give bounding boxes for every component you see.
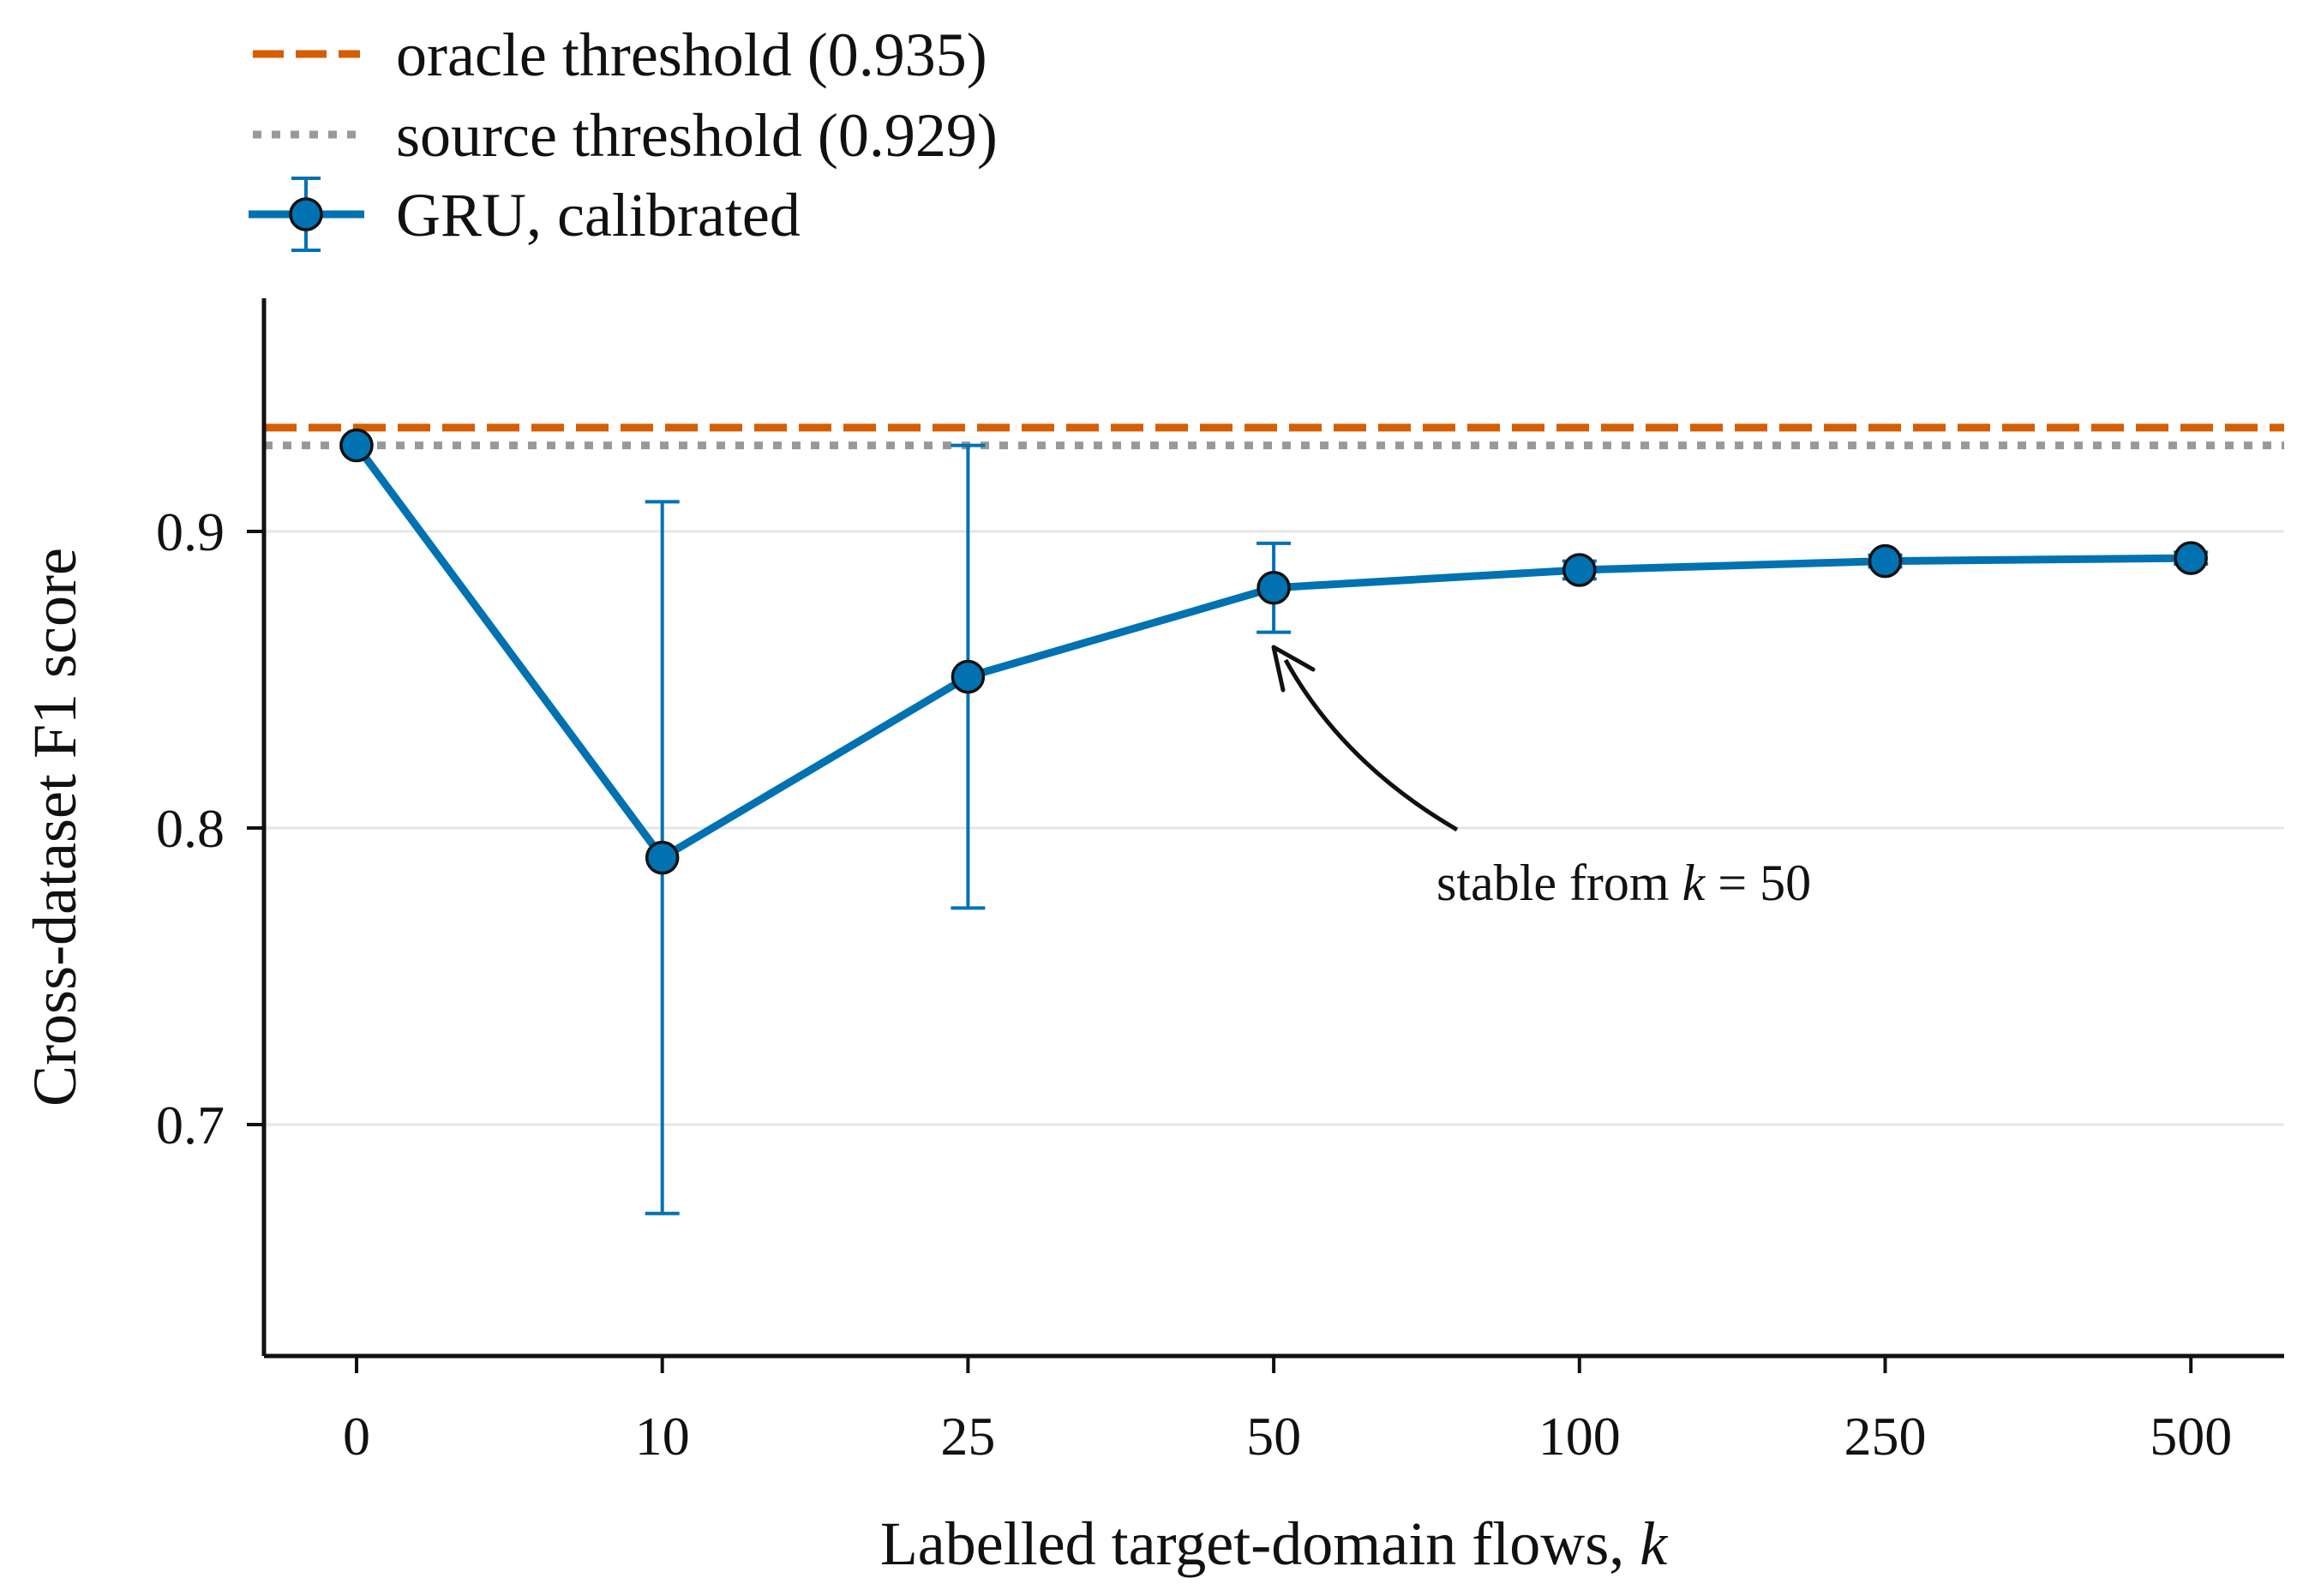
data-point-25 <box>951 659 986 694</box>
legend-oracle-label: oracle threshold (0.935) <box>396 21 987 89</box>
x-tick-label: 25 <box>940 1406 995 1467</box>
annotation-arrow <box>1283 658 1459 832</box>
legend-gru-label: GRU, calibrated <box>396 181 801 249</box>
data-point-500 <box>2174 541 2208 575</box>
x-tick-label: 250 <box>1844 1406 1927 1467</box>
legend-gru-swatch <box>249 177 364 252</box>
legend-source-label: source threshold (0.929) <box>396 101 998 170</box>
y-axis-label: Cross-dataset F1 score <box>21 548 89 1107</box>
x-tick-label: 500 <box>2150 1406 2232 1467</box>
data-point-0 <box>339 428 374 463</box>
series-group <box>339 428 2209 1215</box>
x-ticks: 0 10 25 50 100 250 500 <box>343 1356 2232 1467</box>
x-tick-label: 0 <box>343 1406 370 1467</box>
legend: oracle threshold (0.935) source threshol… <box>249 21 998 252</box>
data-point-10 <box>645 840 680 875</box>
x-axis-label: Labelled target-domain flows, k <box>880 1509 1669 1578</box>
gridlines <box>264 530 2284 1126</box>
x-tick-label: 50 <box>1246 1406 1301 1467</box>
data-point-250 <box>1868 543 1903 579</box>
x-tick-label: 100 <box>1538 1406 1621 1467</box>
x-tick-label: 10 <box>635 1406 690 1467</box>
annotation-label: stable from k = 50 <box>1436 855 1811 911</box>
data-point-100 <box>1562 553 1597 587</box>
y-tick-label: 0.9 <box>156 501 225 562</box>
y-tick-label: 0.8 <box>156 798 225 859</box>
y-tick-label: 0.7 <box>156 1095 225 1155</box>
annotation: stable from k = 50 <box>1271 645 1811 911</box>
annotation-arrowhead <box>1271 645 1316 693</box>
data-point-50 <box>1256 570 1291 605</box>
reference-lines <box>264 423 2284 450</box>
y-ticks: 0.7 0.8 0.9 <box>156 501 264 1155</box>
